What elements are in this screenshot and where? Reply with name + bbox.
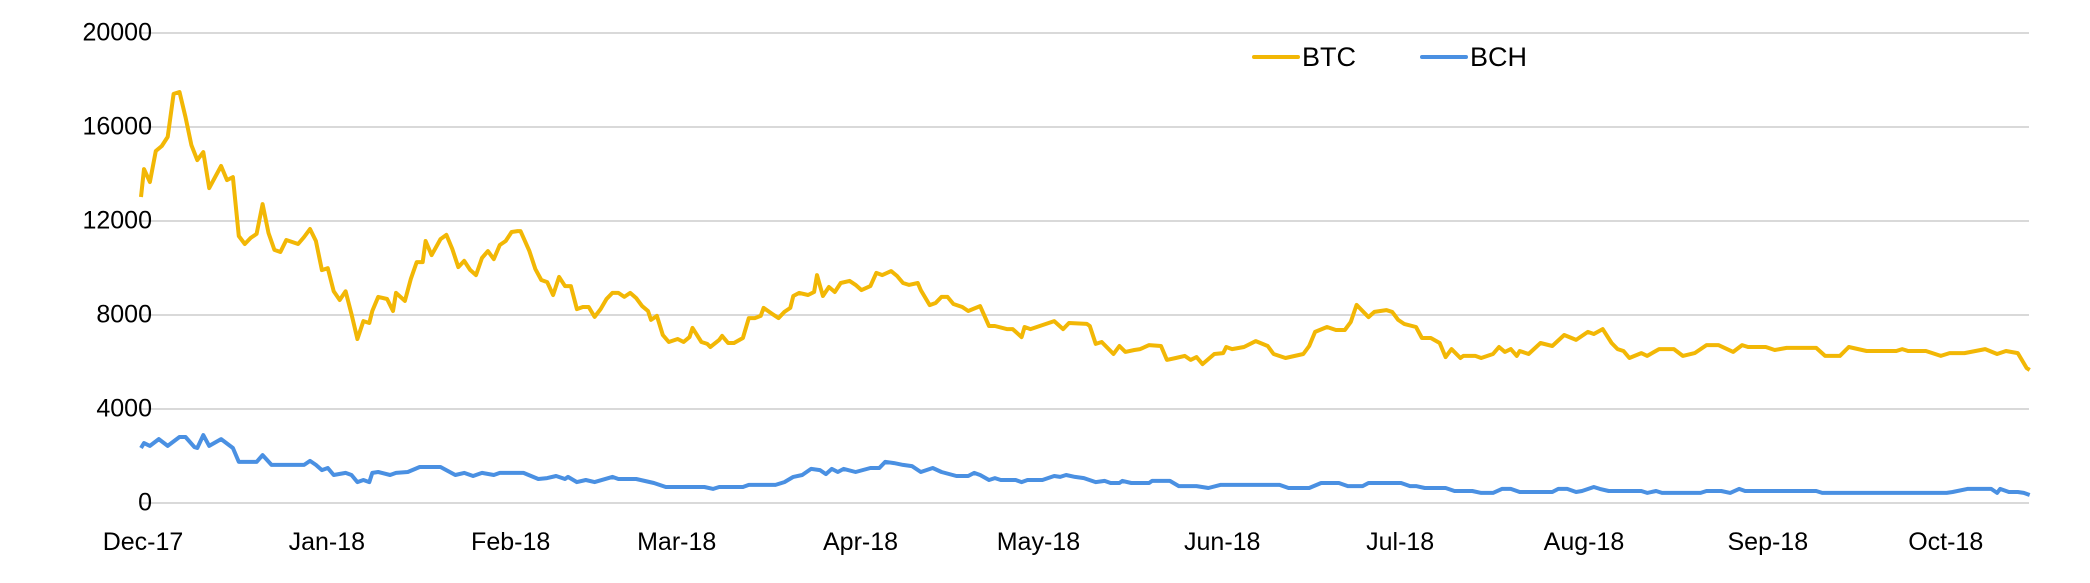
legend-item-btc[interactable]: BTC: [1252, 42, 1356, 72]
x-tick-label: Dec-17: [102, 528, 184, 556]
btc-line-swatch-icon: [1252, 55, 1300, 59]
x-tick-label: Sep-18: [1727, 528, 1809, 556]
legend: BTC BCH: [1252, 42, 1591, 72]
y-tick-label: 4000: [96, 394, 152, 423]
y-tick-label: 12000: [82, 206, 152, 235]
gridlines: [141, 32, 2029, 504]
series-lines: [139, 90, 2031, 497]
y-tick-label: 8000: [96, 300, 152, 329]
x-tick-label: Apr-18: [822, 528, 899, 556]
x-tick-label: Jul-18: [1366, 528, 1435, 556]
legend-label-btc: BTC: [1302, 42, 1356, 72]
x-tick-label: Mar-18: [637, 528, 717, 556]
x-tick-label: Oct-18: [1908, 528, 1984, 556]
bch-series-line: [139, 433, 2031, 497]
x-tick-label: May-18: [996, 528, 1081, 556]
y-tick-label: 20000: [82, 18, 152, 47]
x-tick-label: Jan-18: [288, 528, 366, 556]
y-tick-label: 16000: [82, 112, 152, 141]
x-tick-label: Aug-18: [1543, 528, 1625, 556]
bch-line-swatch-icon: [1420, 55, 1468, 59]
btc-series-line: [139, 90, 2031, 372]
y-tick-label: 0: [138, 488, 152, 517]
x-tick-label: Feb-18: [471, 528, 551, 556]
legend-item-bch[interactable]: BCH: [1420, 42, 1527, 72]
x-tick-label: Jun-18: [1184, 528, 1261, 556]
legend-label-bch: BCH: [1470, 42, 1528, 72]
